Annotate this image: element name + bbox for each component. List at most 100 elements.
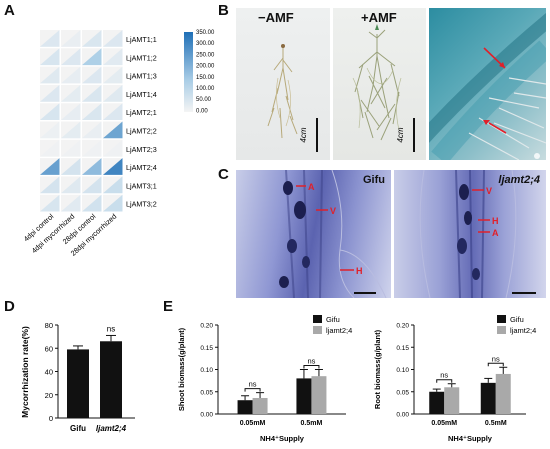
significance-label: ns <box>307 357 315 366</box>
colorbar-tick-label: 50.00 <box>196 97 212 103</box>
arrow-label-h: H <box>356 266 363 276</box>
heatmap-row-label: LjAMT2;1 <box>126 108 157 117</box>
x-tick-label: 0.05mM <box>240 420 266 427</box>
legend-swatch <box>313 326 322 334</box>
x-axis-label: NH4⁺Supply <box>448 434 493 443</box>
legend-swatch <box>313 315 322 323</box>
significance-label: ns <box>107 324 115 333</box>
bar <box>237 400 253 414</box>
heatmap-cell <box>82 158 102 175</box>
heatmap-cell <box>61 66 81 84</box>
heatmap-row-label: LjAMT3;2 <box>126 200 157 209</box>
scale-bar-label: 4cm <box>299 127 308 142</box>
legend-label: Gifu <box>326 315 340 324</box>
significance-label: ns <box>249 380 257 389</box>
y-tick-label: 40 <box>45 368 53 377</box>
y-tick-label: 0.10 <box>200 367 213 374</box>
heatmap-cell <box>82 48 102 66</box>
bar <box>444 387 460 414</box>
photo-plus-amf: 4cm +AMF <box>333 8 426 160</box>
chart-mycorrhization: 0 20 40 60 80 Gifu ljamt2;4 ns Mycorrhization r… <box>20 321 135 433</box>
heatmap-row-label: LjAMT3;1 <box>126 181 157 190</box>
x-tick-label: ljamt2;4 <box>96 424 127 433</box>
arrow-label-a: A <box>492 228 499 238</box>
panel-label-e: E <box>163 298 174 315</box>
label-ljamt24: ljamt2;4 <box>498 174 540 186</box>
heatmap-cell <box>40 176 60 194</box>
heatmap-cell <box>40 139 60 157</box>
legend-swatch <box>497 326 506 334</box>
x-tick-label: Gifu <box>70 424 86 433</box>
photo-stained-root <box>429 8 546 160</box>
colorbar-tick-label: 300.00 <box>196 41 215 47</box>
panel-label-a: A <box>4 2 15 19</box>
arrow-label-a: A <box>308 182 315 192</box>
heatmap-cell <box>40 121 60 139</box>
heatmap-cell <box>61 103 81 120</box>
heatmap-cell <box>40 48 60 66</box>
heatmap-cell <box>40 30 60 47</box>
y-tick-label: 0.05 <box>200 389 213 396</box>
heatmap-cell <box>61 121 81 139</box>
heatmap-cell <box>40 103 60 120</box>
heatmap-cell <box>61 84 81 102</box>
colorbar-tick-label: 0.00 <box>196 108 208 114</box>
heatmap-cell <box>40 158 60 175</box>
colorbar-tick-label: 150.00 <box>196 75 215 81</box>
heatmap-cell <box>40 84 60 102</box>
y-tick-label: 0.00 <box>396 412 409 419</box>
heatmap-cell <box>40 194 60 212</box>
colorbar-tick-label: 350.00 <box>196 30 215 36</box>
bar <box>480 382 496 414</box>
bar <box>100 341 122 418</box>
legend-label: ljamt2;4 <box>510 326 536 335</box>
bar <box>67 349 89 418</box>
y-tick-label: 0.00 <box>200 412 213 419</box>
bar <box>252 397 268 414</box>
heatmap-cell <box>61 194 81 212</box>
y-axis-label: Root biomass(g/plant) <box>373 329 382 409</box>
heatmap-cell <box>103 139 123 157</box>
label-plus-amf: +AMF <box>361 10 397 25</box>
heatmap-row-label: LjAMT1;4 <box>126 90 157 99</box>
x-tick-label: 0.05mM <box>431 420 457 427</box>
heatmap-cell <box>103 194 123 212</box>
y-tick-label: 0.10 <box>396 367 409 374</box>
heatmap-cell <box>103 176 123 194</box>
y-tick-label: 0 <box>49 414 53 423</box>
y-tick-label: 0.20 <box>200 323 213 330</box>
heatmap-cell <box>103 158 123 175</box>
y-tick-label: 0.15 <box>396 345 409 352</box>
label-gifu: Gifu <box>363 174 385 186</box>
legend-swatch <box>497 315 506 323</box>
legend-label: ljamt2;4 <box>326 326 352 335</box>
y-axis-label: Mycorrhization rate(%) <box>20 326 30 418</box>
significance-bracket <box>487 362 504 367</box>
heatmap-cell <box>82 66 102 84</box>
colorbar-tick-label: 250.00 <box>196 52 215 58</box>
bar <box>296 378 312 414</box>
photo-mutant-root: V H A ljamt2;4 <box>394 170 546 298</box>
y-tick-label: 80 <box>45 321 53 330</box>
colorbar-tick-label: 200.00 <box>196 64 215 70</box>
heatmap-row-label: LjAMT2;4 <box>126 163 157 172</box>
heatmap-cell <box>61 48 81 66</box>
heatmap-cell <box>82 139 102 157</box>
label-minus-amf: −AMF <box>258 10 294 25</box>
heatmap-row-label: LjAMT2;3 <box>126 145 157 154</box>
heatmap-row-label: LjAMT2;2 <box>126 127 157 136</box>
heatmap-cell <box>40 66 60 84</box>
panel-label-d: D <box>4 298 15 315</box>
bar <box>495 373 511 414</box>
heatmap-cell <box>103 84 123 102</box>
arrow-label-h: H <box>492 216 499 226</box>
y-tick-label: 0.20 <box>396 323 409 330</box>
significance-label: ns <box>440 371 448 380</box>
heatmap-cell <box>61 158 81 175</box>
heatmap-cell <box>82 121 102 139</box>
heatmap-cell <box>82 103 102 120</box>
y-tick-label: 0.05 <box>396 389 409 396</box>
x-tick-label: 0.5mM <box>301 420 323 427</box>
heatmap-cell <box>61 30 81 47</box>
significance-bracket <box>244 388 261 392</box>
